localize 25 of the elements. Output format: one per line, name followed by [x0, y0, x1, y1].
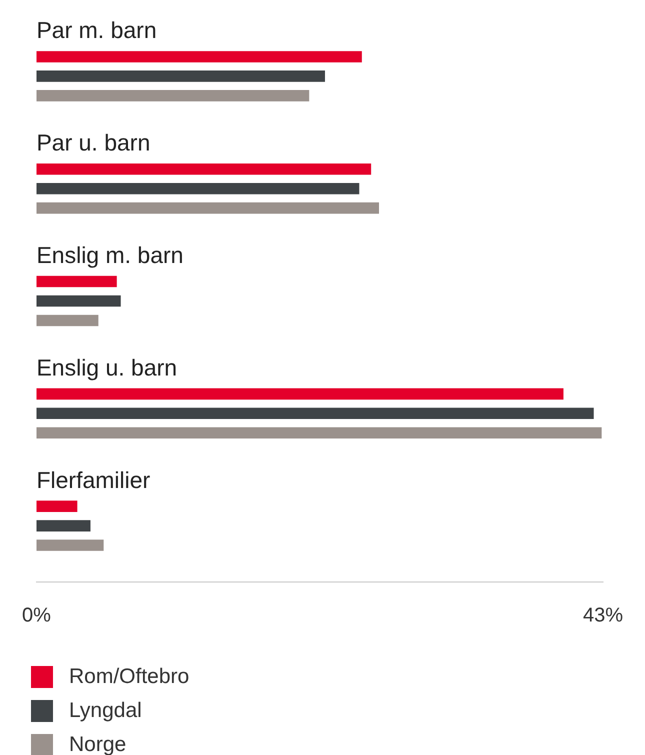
bar — [36, 520, 90, 532]
y-tick-label: Par m. barn — [36, 17, 157, 44]
bar — [36, 314, 98, 326]
legend-label: Rom/Oftebro — [69, 665, 190, 689]
bar — [36, 540, 104, 551]
bar — [36, 388, 564, 400]
x-tick-label: 43% — [582, 604, 624, 627]
bar — [36, 276, 117, 288]
y-tick-label: Flerfamilier — [36, 466, 151, 493]
bar — [36, 202, 380, 214]
bar — [36, 90, 310, 102]
legend-label: Lyngdal — [69, 699, 142, 723]
y-tick-label: Par u. barn — [36, 130, 150, 156]
bar — [36, 500, 78, 512]
bar — [36, 427, 602, 439]
bar — [36, 408, 594, 420]
bar — [36, 51, 362, 62]
legend-label: Norge — [69, 733, 126, 755]
x-tick-label: 0% — [22, 604, 52, 627]
y-tick-label: Enslig u. barn — [36, 354, 178, 380]
bar — [36, 70, 325, 82]
bar — [36, 163, 372, 175]
bar — [36, 295, 121, 307]
bar — [36, 182, 360, 194]
y-tick-label: Enslig m. barn — [36, 242, 184, 268]
